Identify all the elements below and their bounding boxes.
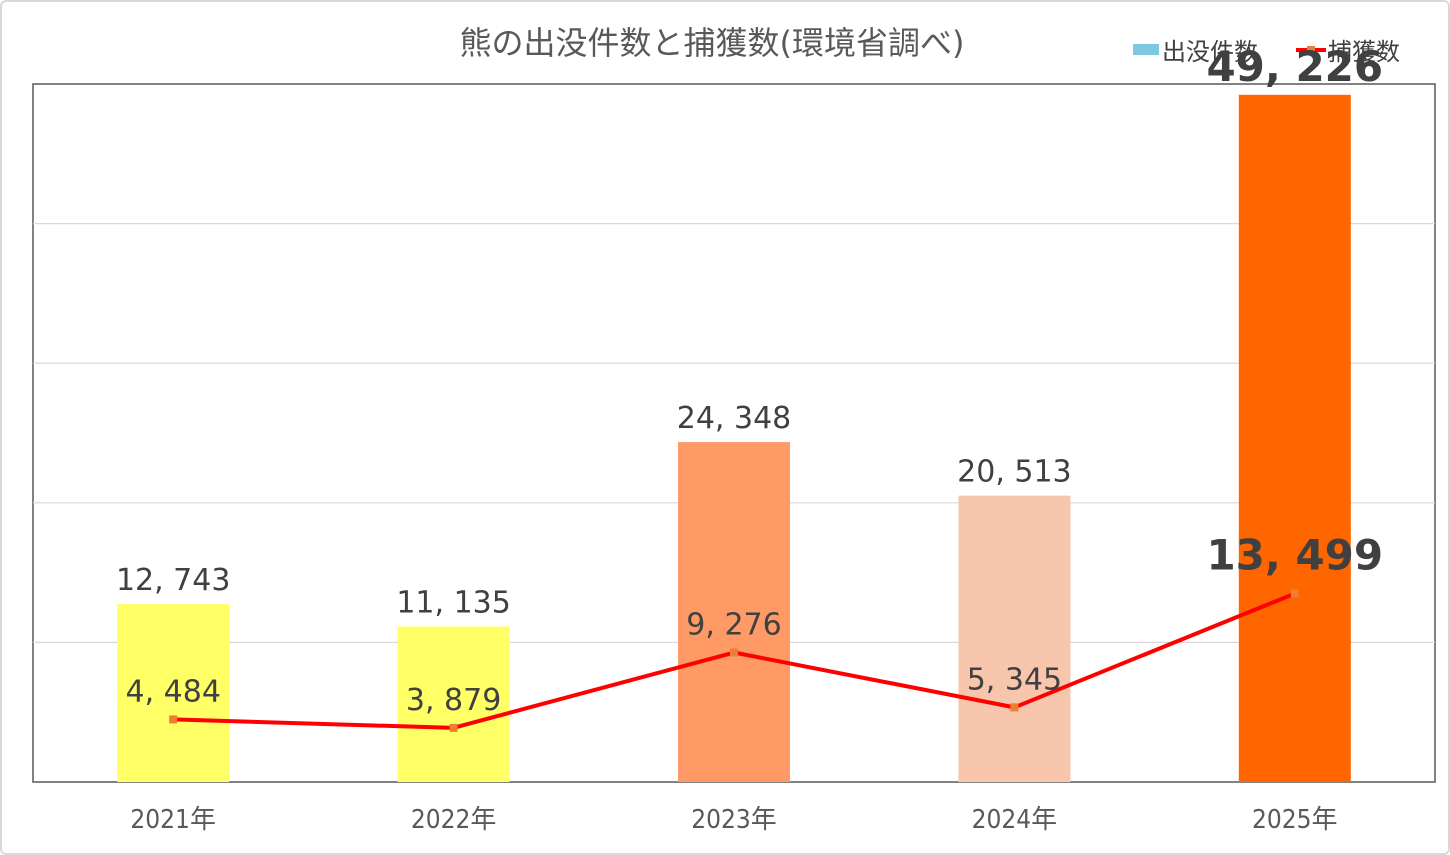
bar-2024年 xyxy=(958,495,1071,782)
line-point-2025年 xyxy=(1290,589,1299,598)
x-tick-label: 2022年 xyxy=(411,805,497,835)
legend-swatch-marker xyxy=(1307,46,1315,54)
line-point-2022年 xyxy=(449,723,458,732)
bar-value-label: 20, 513 xyxy=(957,455,1072,490)
bar-2021年 xyxy=(117,604,230,782)
x-tick-label: 2024年 xyxy=(972,805,1058,835)
line-value-label: 4, 484 xyxy=(125,674,220,709)
x-tick-label: 2021年 xyxy=(130,805,216,835)
x-tick-label: 2023年 xyxy=(691,805,777,835)
line-value-label: 5, 345 xyxy=(967,662,1062,697)
legend-label-bar: 出没件数 xyxy=(1162,38,1258,66)
bar-value-label: 11, 135 xyxy=(396,586,511,621)
bar-2023年 xyxy=(678,442,790,782)
line-value-label: 9, 276 xyxy=(686,608,781,643)
chart-title: 熊の出没件数と捕獲数(環境省調べ) xyxy=(460,24,965,62)
line-point-2024年 xyxy=(1010,703,1019,712)
plot-area: 12, 743 11, 135 24, 348 20, 513 49, 226 4, 48… xyxy=(32,42,1436,835)
x-tick-label: 2025年 xyxy=(1252,805,1338,835)
legend: 出没件数 捕獲数 xyxy=(1133,38,1400,66)
bar-value-label: 12, 743 xyxy=(116,563,231,598)
bar-value-label: 24, 348 xyxy=(677,401,792,436)
bar-value-label: 49, 226 xyxy=(1206,42,1383,91)
line-point-2021年 xyxy=(169,715,178,724)
legend-label-line: 捕獲数 xyxy=(1328,38,1400,66)
line-value-label: 13, 499 xyxy=(1206,531,1383,580)
line-value-label: 3, 879 xyxy=(406,683,501,718)
line-point-2023年 xyxy=(730,648,738,657)
bar-2025年 xyxy=(1238,94,1351,782)
legend-swatch-bar xyxy=(1133,44,1159,55)
bar-2022年 xyxy=(397,626,510,782)
